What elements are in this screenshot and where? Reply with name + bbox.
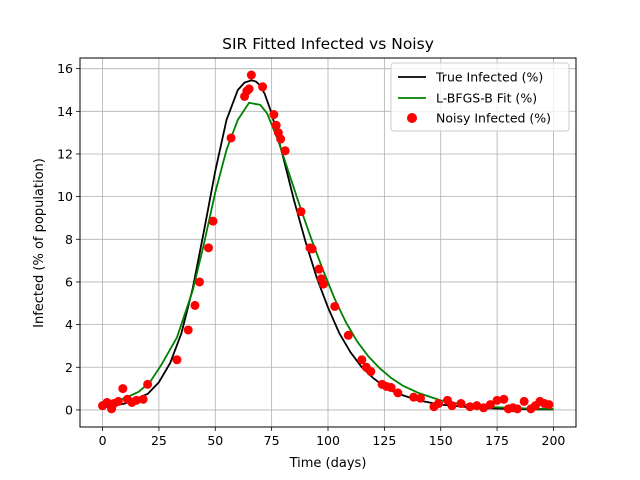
scatter-point xyxy=(499,394,509,404)
x-tick-label: 100 xyxy=(316,433,340,448)
scatter-point xyxy=(271,120,281,130)
x-tick-label: 25 xyxy=(151,433,167,448)
scatter-point xyxy=(386,383,396,393)
series-layer xyxy=(98,70,554,414)
scatter-point xyxy=(280,146,290,156)
x-tick-label: 75 xyxy=(264,433,280,448)
scatter-point xyxy=(296,207,306,217)
scatter-point xyxy=(456,399,466,409)
scatter-point xyxy=(208,216,218,226)
scatter-point xyxy=(113,396,123,406)
scatter-point xyxy=(138,394,148,404)
scatter-point xyxy=(244,84,254,94)
scatter-point xyxy=(194,277,204,287)
scatter-point xyxy=(485,400,495,410)
y-axis-label: Infected (% of population) xyxy=(32,158,47,328)
y-tick-label: 8 xyxy=(65,232,73,247)
x-tick-label: 200 xyxy=(542,433,566,448)
legend-box xyxy=(390,62,570,132)
scatter-point xyxy=(409,392,419,402)
axes-layer: 0 25 50 75 100 125 150 175 200 0 2 4 6 8 10 12 14 16 xyxy=(57,57,577,448)
y-tick-label: 4 xyxy=(65,317,73,332)
scatter-point xyxy=(512,404,522,414)
scatter-point xyxy=(343,330,353,340)
y-tick-label: 6 xyxy=(65,274,73,289)
scatter-point xyxy=(465,402,475,412)
scatter-point xyxy=(226,133,236,143)
x-axis-label: Time (days) xyxy=(289,456,367,471)
scatter-point xyxy=(314,264,324,274)
scatter-point xyxy=(447,401,457,411)
legend-label-fit: L-BFGS-B Fit (%) xyxy=(436,91,537,106)
scatter-point xyxy=(102,397,112,407)
y-tick-label: 2 xyxy=(65,360,73,375)
series-line-1 xyxy=(102,101,554,410)
scatter-point xyxy=(479,403,489,413)
scatter-point xyxy=(318,279,328,289)
x-tick-label: 125 xyxy=(372,433,396,448)
x-tick-label: 50 xyxy=(207,433,223,448)
scatter-point xyxy=(143,379,153,389)
scatter-point xyxy=(472,401,482,411)
y-tick-label: 12 xyxy=(57,146,73,161)
scatter-point xyxy=(172,355,182,365)
scatter-point xyxy=(366,367,376,377)
y-tick-label: 14 xyxy=(57,104,73,119)
scatter-point xyxy=(276,134,286,144)
scatter-point xyxy=(330,301,340,311)
x-tick-label: 150 xyxy=(429,433,453,448)
legend-swatch-noisy xyxy=(407,113,417,123)
scatter-point xyxy=(258,82,268,92)
scatter-point xyxy=(183,325,193,335)
y-tick-label: 0 xyxy=(65,402,73,417)
legend-label-true-infected: True Infected (%) xyxy=(435,70,543,85)
x-tick-label: 0 xyxy=(99,433,107,448)
scatter-point xyxy=(269,110,279,120)
y-tick-label: 16 xyxy=(57,61,73,76)
scatter-point xyxy=(190,300,200,310)
scatter-point xyxy=(307,244,317,254)
scatter-point xyxy=(246,70,256,80)
scatter-point xyxy=(433,399,443,409)
scatter-point xyxy=(544,400,554,410)
chart-title: SIR Fitted Infected vs Noisy xyxy=(222,35,434,53)
scatter-point xyxy=(204,243,214,253)
scatter-point xyxy=(492,395,502,405)
scatter-point xyxy=(415,393,425,403)
scatter-point xyxy=(357,355,367,365)
legend: True Infected (%) L-BFGS-B Fit (%) Noisy… xyxy=(390,62,570,132)
y-tick-label: 10 xyxy=(57,189,73,204)
scatter-point xyxy=(393,388,403,398)
scatter-point xyxy=(519,396,529,406)
scatter-point xyxy=(131,395,141,405)
x-tick-label: 175 xyxy=(485,433,509,448)
legend-label-noisy: Noisy Infected (%) xyxy=(436,111,551,126)
scatter-point xyxy=(118,384,128,394)
